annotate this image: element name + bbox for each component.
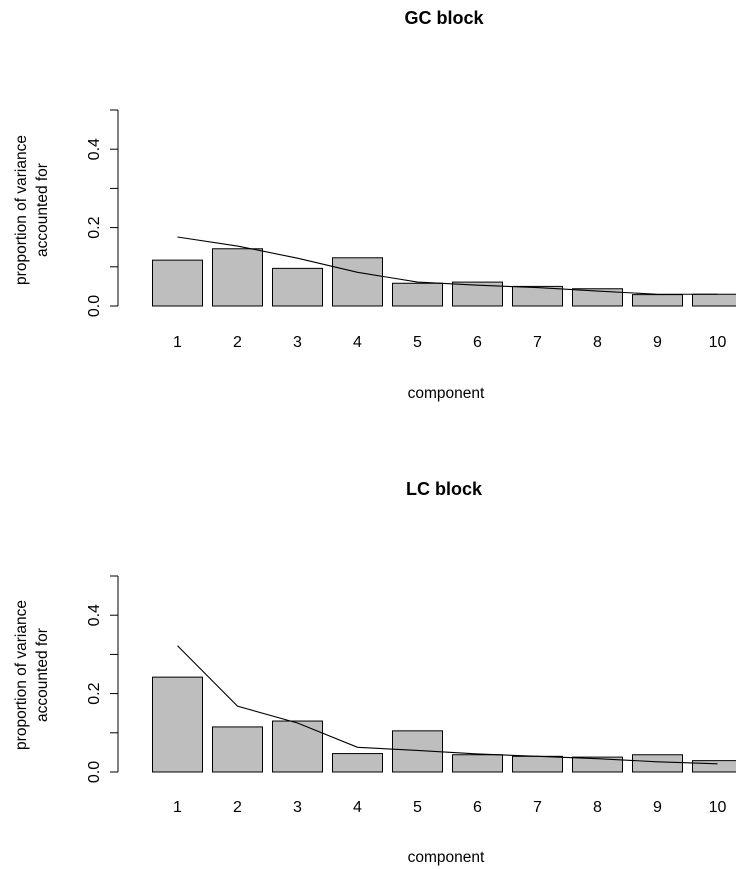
x-tick-label: 6 [473, 799, 482, 816]
bar-component-3 [272, 720, 323, 773]
y-axis-title: accounted for [34, 163, 51, 257]
x-tick-label: 8 [593, 334, 602, 351]
y-tick-label: 0.2 [86, 216, 103, 238]
chart-panel-2: LC block 0.0 0.2 0.4 proportion of variance a… [13, 479, 736, 866]
y-tick-label: 0.2 [86, 682, 103, 704]
bar-component-7 [512, 755, 563, 773]
x-axis-title: component [408, 385, 485, 402]
x-axis-title: component [408, 849, 485, 866]
bar-component-8 [572, 756, 623, 773]
bar-component-10 [692, 760, 736, 773]
x-tick-label: 9 [653, 334, 662, 351]
x-tick-label: 7 [533, 799, 542, 816]
x-tick-label: 1 [173, 799, 182, 816]
y-axis-title: proportion of variance [13, 600, 30, 750]
x-tick-label: 5 [413, 334, 422, 351]
y-axis-title: proportion of variance [13, 135, 30, 285]
trend-line [177, 645, 718, 765]
x-tick-label: 4 [353, 799, 362, 816]
bar-component-3 [272, 267, 323, 307]
bar-component-4 [332, 257, 383, 307]
x-tick-label: 5 [413, 799, 422, 816]
trend-line [177, 236, 718, 295]
bar-component-8 [572, 288, 623, 307]
bar-component-2 [212, 726, 263, 773]
x-tick-label: 1 [173, 334, 182, 351]
x-tick-label: 9 [653, 799, 662, 816]
chart-title: GC block [404, 8, 484, 28]
x-tick-label: 3 [293, 799, 302, 816]
y-axis-title: accounted for [34, 628, 51, 722]
bar-component-1 [152, 676, 203, 773]
chart-title: LC block [406, 479, 483, 499]
bar-component-7 [512, 285, 563, 307]
bar-component-6 [452, 754, 503, 773]
x-tick-label: 3 [293, 334, 302, 351]
bar-component-4 [332, 753, 383, 773]
y-tick-label: 0.0 [86, 295, 103, 317]
chart-panel-1: GC block 0.0 0.2 0.4 proportion of variance a… [13, 8, 736, 402]
x-tick-label: 10 [709, 334, 727, 351]
bar-component-1 [152, 259, 203, 307]
x-tick-label: 10 [709, 799, 727, 816]
x-tick-label: 8 [593, 799, 602, 816]
y-tick-label: 0.4 [86, 138, 103, 160]
bar-component-10 [692, 293, 736, 307]
bar-component-5 [392, 282, 443, 307]
x-tick-label: 6 [473, 334, 482, 351]
y-tick-label: 0.0 [86, 761, 103, 783]
x-tick-label: 2 [233, 334, 242, 351]
x-tick-label: 7 [533, 334, 542, 351]
bar-component-2 [212, 248, 263, 307]
x-tick-label: 2 [233, 799, 242, 816]
bar-component-6 [452, 281, 503, 307]
bar-component-9 [632, 294, 683, 307]
x-tick-label: 4 [353, 334, 362, 351]
bar-component-9 [632, 754, 683, 773]
y-tick-label: 0.4 [86, 604, 103, 626]
